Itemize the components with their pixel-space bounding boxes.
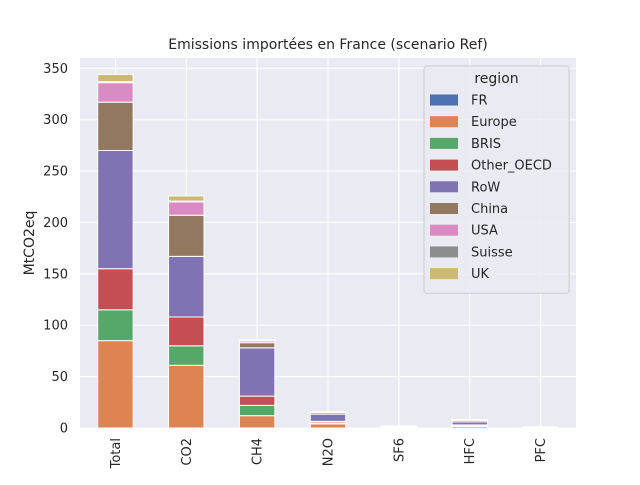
x-tick-label: HFC — [463, 438, 478, 464]
bar-segment — [168, 345, 205, 366]
x-tick-label: CO2 — [180, 438, 195, 466]
bar-segment — [168, 255, 205, 318]
legend-swatch — [430, 94, 458, 106]
bar-segment — [238, 404, 276, 417]
legend-label: China — [471, 202, 508, 217]
legend: region FR Europe BRIS Other_OECD RoW China USA… — [423, 65, 570, 294]
y-tick-label: 300 — [43, 113, 68, 128]
bar-segment — [97, 340, 134, 429]
bar-segment — [238, 395, 276, 406]
legend-label: Suisse — [471, 245, 513, 260]
tick-labels: 0 50 100 150 200 250 300 350 Total CO2 CH4 N2O SF6 HF… — [43, 62, 549, 470]
y-tick-label: 250 — [43, 165, 68, 180]
chart-title: Emissions importées en France (scenario … — [168, 37, 487, 53]
bar-segment — [238, 342, 276, 349]
legend-swatch — [430, 181, 458, 193]
y-tick-label: 100 — [43, 319, 68, 334]
bar-segment — [309, 423, 347, 429]
bar-segment — [168, 316, 205, 347]
bar-segment — [309, 411, 347, 413]
legend-label: FR — [471, 94, 488, 109]
y-tick-label: 0 — [60, 422, 68, 437]
bar-segment — [168, 201, 205, 216]
y-tick-label: 150 — [43, 267, 68, 282]
x-tick-label: SF6 — [392, 438, 407, 462]
legend-label: RoW — [471, 180, 500, 195]
bar-segment — [238, 415, 276, 429]
bar-segment — [451, 418, 488, 421]
x-tick-label: N2O — [322, 438, 337, 466]
bar-segment — [97, 309, 134, 342]
legend-swatch — [430, 159, 458, 171]
legend-label: Other_OECD — [471, 159, 552, 174]
y-tick-label: 50 — [51, 370, 68, 385]
bar-segment — [97, 101, 134, 151]
bar-segment — [168, 364, 205, 429]
legend-swatch — [430, 268, 458, 280]
legend-box — [423, 65, 570, 294]
x-tick-label: CH4 — [251, 438, 266, 465]
bar-segment — [380, 425, 418, 428]
x-tick-label: PFC — [534, 438, 549, 462]
legend-title: region — [474, 71, 518, 87]
y-tick-label: 350 — [43, 62, 68, 77]
legend-swatch — [430, 246, 458, 258]
legend-swatch — [430, 137, 458, 149]
bar-segment — [168, 195, 205, 202]
legend-swatch — [430, 203, 458, 214]
bar-segment — [168, 214, 205, 257]
x-tick-label: Total — [109, 438, 124, 469]
legend-swatch — [430, 116, 458, 128]
bar-segment — [522, 426, 559, 428]
legend-label: UK — [471, 267, 490, 282]
bar-segment — [97, 150, 134, 270]
legend-label: USA — [471, 224, 498, 239]
y-axis-label: MtCO2eq — [22, 211, 38, 276]
y-tick-label: 200 — [43, 216, 68, 231]
bar-segment — [97, 82, 134, 103]
bar-segment — [309, 413, 347, 422]
legend-label: BRIS — [471, 137, 501, 152]
bars — [97, 73, 559, 429]
bar-segment — [238, 347, 276, 397]
bar-segment — [97, 268, 134, 311]
bar-segment — [97, 73, 134, 83]
bar-segment — [238, 339, 276, 342]
legend-swatch — [430, 224, 458, 236]
legend-label: Europe — [471, 115, 517, 130]
